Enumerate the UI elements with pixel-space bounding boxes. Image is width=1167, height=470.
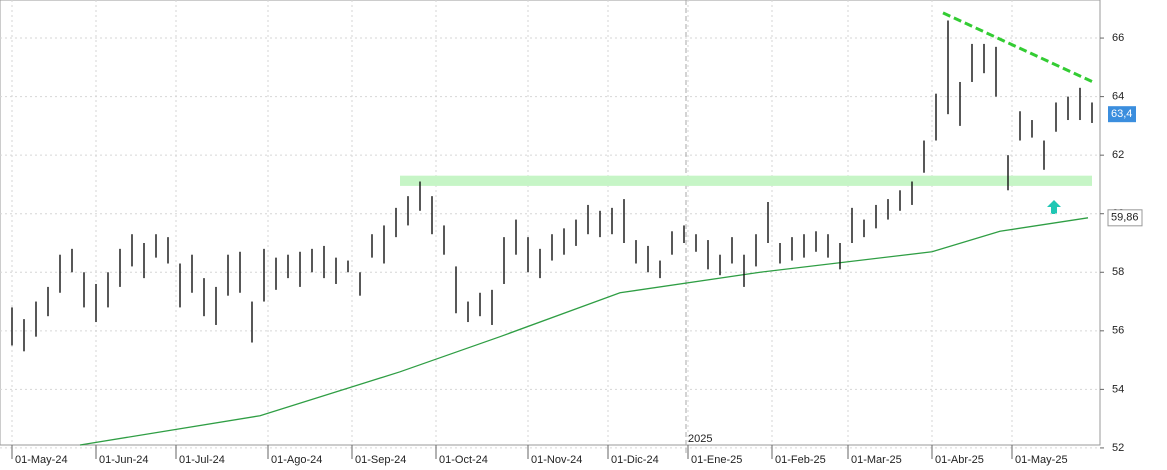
support-band bbox=[400, 175, 1092, 186]
y-tick-label: 56 bbox=[1112, 325, 1124, 337]
year-label: 2025 bbox=[688, 433, 712, 445]
x-tick-label: 01-Ago-24 bbox=[271, 454, 322, 466]
last-price-label: 63,4 bbox=[1111, 108, 1132, 120]
y-tick-label: 66 bbox=[1112, 32, 1124, 44]
x-tick-label: 01-Ene-25 bbox=[691, 454, 742, 466]
x-tick-label: 01-Mar-25 bbox=[851, 454, 902, 466]
y-tick-label: 52 bbox=[1112, 442, 1124, 454]
ma-price-label: 59,86 bbox=[1111, 212, 1139, 224]
trendline bbox=[942, 11, 1094, 84]
x-tick-label: 01-Sep-24 bbox=[355, 454, 406, 466]
x-tick-label: 01-May-25 bbox=[1015, 454, 1068, 466]
ma-price-box bbox=[1107, 209, 1143, 227]
x-tick-label: 01-May-24 bbox=[15, 454, 68, 466]
x-tick-label: 01-Oct-24 bbox=[439, 454, 488, 466]
x-tick-label: 01-Jun-24 bbox=[99, 454, 149, 466]
y-tick-label: 54 bbox=[1112, 383, 1124, 395]
x-tick-label: 01-Feb-25 bbox=[775, 454, 826, 466]
y-tick-label: 64 bbox=[1112, 91, 1124, 103]
plot-frame bbox=[0, 0, 1101, 446]
y-tick-label: 62 bbox=[1112, 149, 1124, 161]
up-arrow bbox=[1047, 200, 1061, 214]
x-tick-label: 01-Nov-24 bbox=[531, 454, 582, 466]
x-tick-label: 01-Abr-25 bbox=[935, 454, 984, 466]
y-tick-label: 58 bbox=[1112, 266, 1124, 278]
x-tick-label: 01-Dic-24 bbox=[611, 454, 659, 466]
moving-average bbox=[79, 217, 1089, 446]
last-price-box bbox=[1108, 106, 1136, 123]
x-tick-label: 01-Jul-24 bbox=[179, 454, 225, 466]
